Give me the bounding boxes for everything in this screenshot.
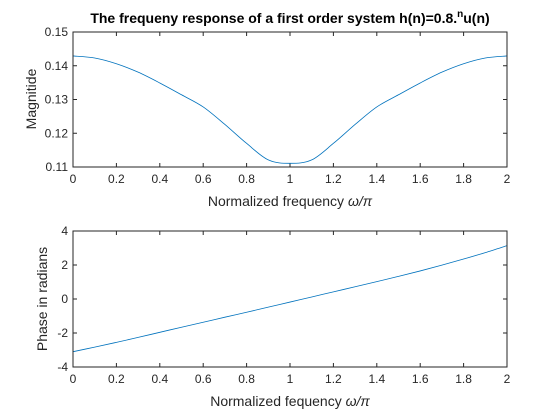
phase-y-tick-label: 0: [61, 292, 68, 306]
magnitude-y-tick-label: 0.11: [46, 160, 69, 174]
magnitude-marks: 0 0.2 0.4 0.6 0.8 1 1.2 1.4 1.6 1.8 2 0.11 0.12 0.13 0…: [45, 25, 511, 186]
phase-x-tick-label: 0: [70, 372, 77, 386]
phase-x-tick-label: 1.6: [412, 372, 429, 386]
magnitude-x-tick-label: 1.8: [455, 172, 472, 186]
phase-x-tick-label: 2: [504, 372, 511, 386]
magnitude-y-tick-label: 0.13: [45, 93, 69, 107]
magnitude-x-tick-label: 0.2: [108, 172, 125, 186]
magnitude-plot-area: [73, 32, 507, 167]
phase-marks: 0 0.2 0.4 0.6 0.8 1 1.2 1.4 1.6 1.8 2 -4 -2 0 2 4: [57, 224, 510, 386]
magnitude-x-tick-label: 0: [70, 172, 77, 186]
phase-x-tick-label: 1.2: [325, 372, 342, 386]
phase-y-tick-label: -2: [57, 326, 68, 340]
x-label-symbol: ω/π: [348, 193, 373, 209]
phase-x-axis-label: Normalized fequency ω/π: [210, 393, 370, 409]
phase-y-tick-label: 4: [61, 224, 68, 238]
phase-x-tick-label: 0.6: [195, 372, 212, 386]
phase-y-tick-label: -4: [57, 360, 68, 374]
magnitude-series-line: [72, 55, 508, 164]
magnitude-y-tick-label: 0.12: [45, 126, 69, 140]
magnitude-x-tick-label: 1.2: [325, 172, 342, 186]
magnitude-y-tick-label: 0.15: [45, 25, 69, 39]
magnitude-x-tick-label: 0.4: [151, 172, 168, 186]
magnitude-x-tick-label: 1.4: [368, 172, 385, 186]
magnitude-chart-title: The frequeny response of a first order s…: [90, 9, 489, 26]
phase-x-tick-label: 1.4: [368, 372, 385, 386]
title-superscript: n: [457, 9, 463, 20]
magnitude-y-axis-label: Magnitide: [23, 68, 39, 129]
magnitude-axes-box: [72, 31, 508, 168]
phase-axes: 0 0.2 0.4 0.6 0.8 1 1.2 1.4 1.6 1.8 2 -4 -2 0 2 4 Norma…: [34, 224, 511, 409]
x-label-text: Normalized fequency: [210, 393, 345, 409]
magnitude-x-tick-label: 2: [504, 172, 511, 186]
title-tail: u(n): [463, 10, 489, 26]
phase-plot-area: [73, 231, 507, 367]
phase-x-tick-label: 0.2: [108, 372, 125, 386]
title-main: The frequeny response of a first order s…: [90, 10, 457, 26]
magnitude-y-tick-label: 0.14: [45, 59, 69, 73]
x-label-text: Normalized frequency: [208, 193, 348, 209]
phase-axes-box: [72, 230, 508, 368]
magnitude-axes: 0 0.2 0.4 0.6 0.8 1 1.2 1.4 1.6 1.8 2 0.11 0.12 0.13 0…: [23, 9, 511, 209]
phase-y-tick-label: 2: [61, 258, 68, 272]
magnitude-x-axis-label: Normalized frequency ω/π: [208, 193, 373, 209]
phase-x-tick-label: 1: [287, 372, 294, 386]
phase-y-axis-label: Phase in radians: [34, 247, 50, 351]
magnitude-x-tick-label: 1: [287, 172, 294, 186]
phase-x-tick-label: 0.8: [238, 372, 255, 386]
phase-x-tick-label: 1.8: [455, 372, 472, 386]
magnitude-x-tick-label: 0.6: [195, 172, 212, 186]
magnitude-x-tick-label: 0.8: [238, 172, 255, 186]
magnitude-x-tick-label: 1.6: [412, 172, 429, 186]
phase-series-line: [72, 245, 508, 353]
x-label-symbol: ω/π: [346, 393, 371, 409]
phase-x-tick-label: 0.4: [151, 372, 168, 386]
